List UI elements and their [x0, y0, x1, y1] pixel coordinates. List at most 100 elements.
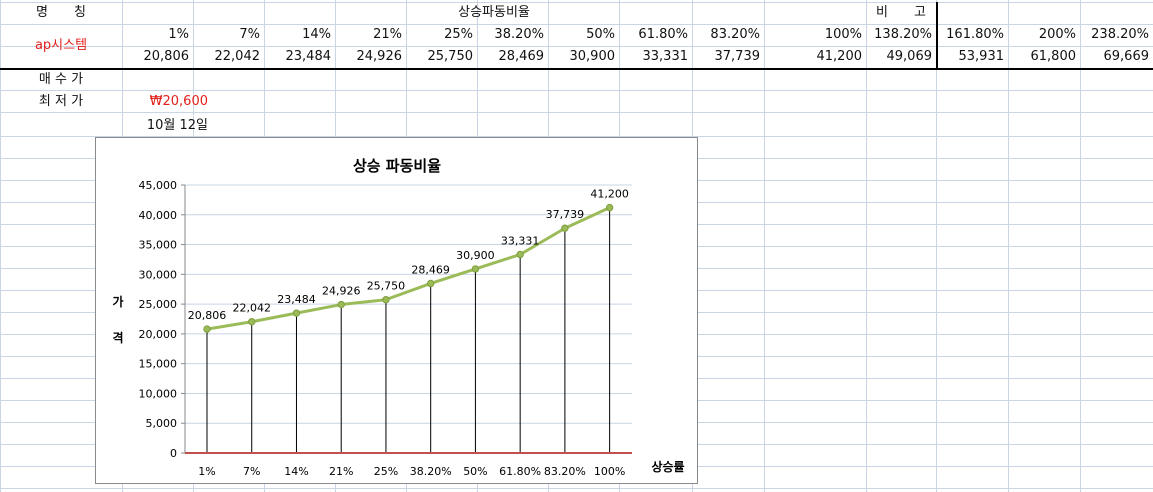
data-point [426, 279, 435, 288]
percent-cell[interactable]: 161.80% [946, 27, 1004, 42]
data-point [203, 325, 211, 333]
y-tick-label: 20,000 [139, 328, 178, 341]
y-tick-label: 45,000 [139, 179, 178, 192]
percent-cell[interactable]: 138.20% [874, 27, 932, 42]
chart-title: 상승 파동비율 [353, 157, 441, 175]
value-cell[interactable]: 33,331 [642, 49, 689, 64]
y-tick-label: 30,000 [139, 268, 178, 281]
value-cell[interactable]: 28,469 [498, 49, 545, 64]
data-label: 24,926 [322, 285, 361, 298]
y-tick-label: 10,000 [139, 387, 178, 400]
chart-svg: 상승 파동비율 0 5,000 10,000 15,000 20,000 25,000 30,… [112, 157, 684, 478]
data-point [337, 300, 345, 309]
data-point [516, 250, 524, 259]
data-label: 22,042 [232, 302, 271, 315]
value-cell[interactable]: 37,739 [714, 49, 761, 64]
y-tick-label: 0 [170, 447, 177, 460]
y-axis-label: 격 [112, 330, 123, 345]
percent-cell[interactable]: 83.20% [710, 27, 760, 42]
series-line [206, 206, 611, 331]
y-tick-label: 35,000 [139, 239, 178, 252]
data-label: 25,750 [367, 280, 406, 293]
y-tick-label: 40,000 [139, 209, 178, 222]
gridline-h [0, 90, 1153, 91]
gridline-v [936, 0, 937, 492]
value-cell[interactable]: 24,926 [356, 49, 403, 64]
y-tick-label: 25,000 [139, 298, 178, 311]
data-label: 41,200 [590, 188, 629, 201]
value-cell[interactable]: 69,669 [1103, 49, 1150, 64]
percent-cell[interactable]: 238.20% [1091, 27, 1149, 42]
date-value[interactable]: 10월 12일 [146, 118, 208, 133]
percent-cell[interactable]: 7% [239, 27, 260, 42]
gridline-v [0, 0, 1, 492]
percent-cell[interactable]: 50% [586, 27, 615, 42]
data-label: 37,739 [546, 208, 585, 221]
value-cell[interactable]: 30,900 [569, 49, 616, 64]
buy-price-label[interactable]: 매 수 가 [38, 72, 84, 87]
value-cell[interactable]: 22,042 [214, 49, 261, 64]
gridline-v [764, 0, 765, 492]
percent-cell[interactable]: 1% [168, 27, 189, 42]
percent-cell[interactable]: 61.80% [638, 27, 688, 42]
border-line [936, 24, 938, 68]
value-cell[interactable]: 49,069 [886, 49, 933, 64]
percent-cell[interactable]: 21% [373, 27, 402, 42]
gridline-h [0, 24, 1153, 25]
y-tick-label: 5,000 [146, 417, 178, 430]
low-price-label[interactable]: 최 저 가 [38, 94, 84, 109]
ratio-group-header-cell[interactable]: 상승파동비율 [458, 5, 530, 20]
item-name-cell[interactable]: ap시스템 [34, 38, 88, 53]
data-label: 28,469 [411, 263, 450, 276]
gridline-h [0, 136, 1153, 137]
gridline-v [1008, 0, 1009, 492]
percent-cell[interactable]: 14% [302, 27, 331, 42]
y-tick-label: 15,000 [139, 358, 178, 371]
data-point [382, 295, 390, 304]
data-point [471, 265, 480, 273]
gridline-h [0, 46, 1153, 47]
data-point [605, 203, 614, 212]
y-axis-label: 가 [112, 294, 123, 309]
gridline-v [1080, 0, 1081, 492]
x-tick-label: 61.80% [499, 465, 541, 478]
percent-cell[interactable]: 100% [824, 27, 862, 42]
value-cell[interactable]: 25,750 [427, 49, 474, 64]
data-label: 20,806 [188, 309, 227, 322]
x-tick-label: 83.20% [544, 465, 586, 478]
gridline-h [0, 2, 1153, 3]
border-line [936, 2, 938, 24]
name-header-cell[interactable]: 명 칭 [36, 5, 86, 20]
gridline-h [0, 488, 1153, 489]
data-label: 30,900 [456, 249, 495, 262]
data-label: 33,331 [501, 234, 540, 247]
x-axis-label: 상승률 [651, 459, 684, 474]
value-cell[interactable]: 53,931 [958, 49, 1005, 64]
x-tick-label: 38.20% [410, 465, 452, 478]
x-tick-label: 21% [329, 465, 353, 478]
x-tick-label: 100% [594, 465, 625, 478]
percent-cell[interactable]: 38.20% [494, 27, 544, 42]
x-tick-label: 14% [284, 465, 308, 478]
percent-cell[interactable]: 25% [444, 27, 473, 42]
gridline-v [866, 0, 867, 492]
percent-cell[interactable]: 200% [1038, 27, 1076, 42]
note-header-cell[interactable]: 비 고 [876, 5, 926, 20]
gridline-h [0, 112, 1153, 113]
x-tick-label: 50% [463, 465, 487, 478]
value-cell[interactable]: 61,800 [1030, 49, 1077, 64]
value-cell[interactable]: 23,484 [285, 49, 332, 64]
x-tick-label: 1% [198, 465, 215, 478]
value-cell[interactable]: 41,200 [816, 49, 863, 64]
data-label: 23,484 [277, 293, 316, 306]
x-tick-label: 25% [374, 465, 398, 478]
value-cell[interactable]: 20,806 [143, 49, 190, 64]
line-chart[interactable]: 상승 파동비율 0 5,000 10,000 15,000 20,000 25,000 30,… [95, 137, 698, 484]
low-price-value[interactable]: ₩20,600 [149, 94, 208, 109]
data-point [561, 224, 569, 232]
data-point [292, 309, 301, 317]
data-point [248, 318, 256, 326]
border-line [0, 68, 1153, 70]
x-tick-label: 7% [243, 465, 260, 478]
